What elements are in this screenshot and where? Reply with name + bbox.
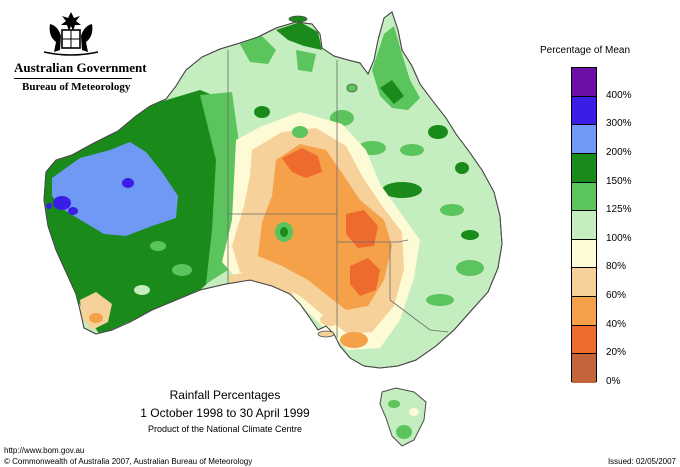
legend-swatch (572, 211, 596, 240)
legend-swatch (572, 68, 596, 97)
legend-color-scale (571, 67, 597, 383)
legend-swatch (572, 268, 596, 297)
legend-label: 0% (606, 376, 621, 387)
legend-label: 400% (606, 89, 632, 101)
legend-label: 20% (606, 347, 627, 359)
legend-swatch (572, 182, 596, 212)
header-divider (14, 78, 132, 79)
commonwealth-coat-of-arms-icon (43, 12, 99, 56)
legend-label: 100% (606, 232, 632, 244)
legend-label: 80% (606, 261, 627, 273)
map-title: Rainfall Percentages (169, 388, 281, 402)
legend-title: Percentage of Mean (540, 45, 631, 56)
legend-label: 40% (606, 318, 627, 330)
map-period: 1 October 1998 to 30 April 1999 (140, 406, 310, 420)
legend-swatch (572, 239, 596, 269)
legend-swatch (572, 325, 596, 355)
legend-swatch (572, 354, 596, 383)
legend-label: 300% (606, 118, 632, 130)
legend-label: 150% (606, 175, 632, 187)
issued-date: Issued: 02/05/2007 (607, 457, 676, 466)
website-link[interactable]: http://www.bom.gov.au (4, 446, 85, 455)
legend-label: 125% (606, 204, 632, 216)
map-credit: Product of the National Climate Centre (147, 424, 303, 434)
legend-label: 60% (606, 290, 627, 302)
legend-swatch (572, 96, 596, 126)
legend-swatch (572, 297, 596, 326)
bureau-name: Bureau of Meteorology (22, 81, 131, 93)
government-title: Australian Government (14, 60, 147, 75)
legend-swatch (572, 153, 596, 183)
legend-label: 200% (606, 146, 632, 158)
copyright-notice: © Commonwealth of Australia 2007, Austra… (4, 457, 253, 466)
legend-swatch (572, 125, 596, 154)
